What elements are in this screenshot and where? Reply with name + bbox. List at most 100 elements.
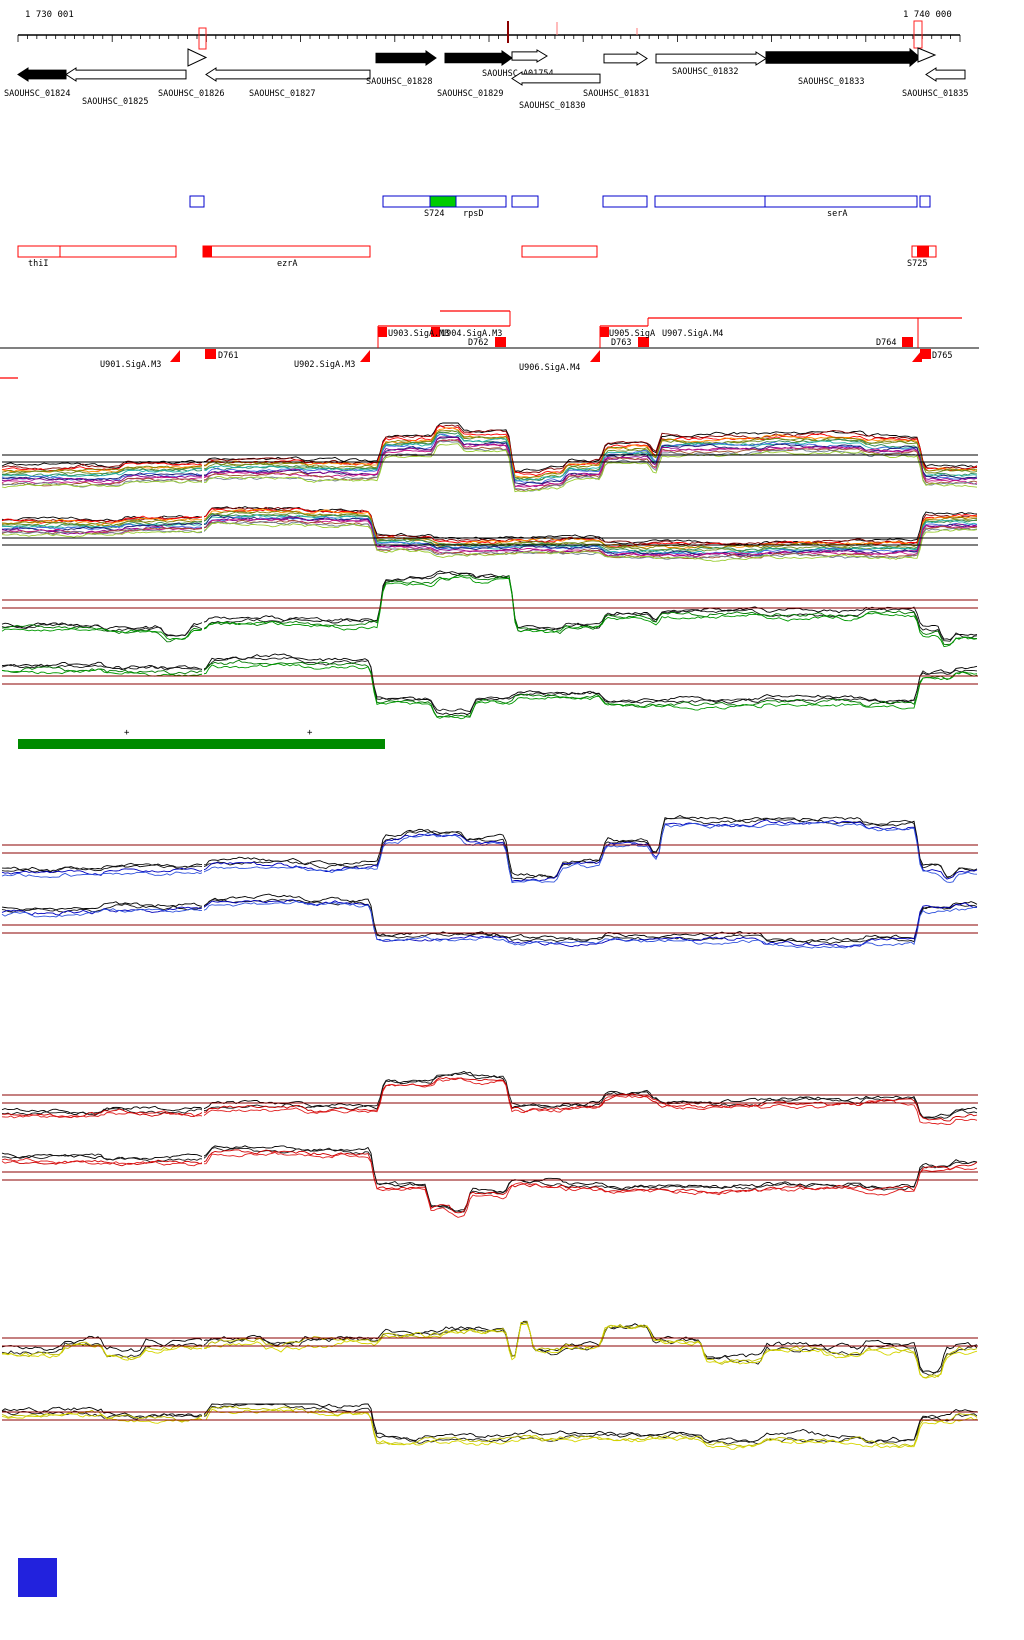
tss-d-label: D763 xyxy=(611,338,631,348)
legend-blue-square xyxy=(18,1558,57,1597)
transcript-box-red[interactable] xyxy=(521,245,598,258)
blue-condition-plus-series xyxy=(1,821,978,884)
transcript-box-blue[interactable] xyxy=(511,195,539,208)
yellow-condition-plus-series xyxy=(2,1323,978,1379)
all-samples-plus-series xyxy=(1,425,978,477)
all-samples-plus-series xyxy=(1,427,978,479)
gene-arrow[interactable] xyxy=(17,67,67,82)
blue-condition-minus-series xyxy=(1,893,978,944)
gene-arrow[interactable] xyxy=(603,51,648,66)
transcript-label: ezrA xyxy=(277,259,297,269)
gene-label: SAOUHSC_01829 xyxy=(437,89,504,99)
red-condition-minus-series xyxy=(1,1147,978,1213)
all-samples-plus-series xyxy=(1,422,978,472)
gene-arrow[interactable] xyxy=(205,67,371,82)
tss-d-label: D762 xyxy=(468,338,488,348)
transcript-box-blue[interactable] xyxy=(455,195,507,208)
red-condition-plus-series xyxy=(1,1072,978,1119)
ruler-end-coordinate: 1 740 000 xyxy=(903,10,952,20)
transcript-box-blue[interactable] xyxy=(189,195,205,208)
tss-u-label: U905.SigA xyxy=(609,329,655,339)
panel-separator xyxy=(202,1316,204,1474)
tss-upstream-mark-icon[interactable] xyxy=(431,327,440,337)
yellow-condition-minus-series xyxy=(1,1405,978,1448)
tss-u-label: U907.SigA.M4 xyxy=(662,329,723,339)
transcript-box-solid xyxy=(917,246,929,257)
tss-d-marker[interactable] xyxy=(205,349,216,359)
gene-arrow[interactable] xyxy=(917,47,937,63)
gene-arrow[interactable] xyxy=(65,67,187,82)
tss-u-label: U906.SigA.M4 xyxy=(519,363,580,373)
green-condition-minus-series xyxy=(1,653,978,716)
transcript-box-red[interactable] xyxy=(17,245,177,258)
gene-label: SAOUHSC_01830 xyxy=(519,101,586,111)
gene-label: SAOUHSC_01831 xyxy=(583,89,650,99)
green-condition-minus-series xyxy=(1,663,978,720)
blue-condition-plus-series xyxy=(1,814,978,879)
transcript-box-red[interactable] xyxy=(202,245,371,258)
all-samples-minus-series xyxy=(1,508,978,550)
gene-arrow[interactable] xyxy=(187,48,208,67)
gene-label: SAOUHSC_01835 xyxy=(902,89,969,99)
tss-d-marker[interactable] xyxy=(638,337,649,347)
green-condition-minus-series xyxy=(1,656,978,713)
blue-condition-minus-series xyxy=(1,898,978,945)
plus-strand-mark: + xyxy=(124,728,130,738)
gene-label: SAOUHSC_01833 xyxy=(798,77,865,87)
blue-condition-plus-series xyxy=(1,817,978,881)
transcript-label: S724 xyxy=(424,209,444,219)
tss-upstream-mark-icon[interactable] xyxy=(378,327,387,337)
gene-arrow[interactable] xyxy=(765,47,921,68)
panel-separator xyxy=(202,806,204,965)
transcript-box-blue[interactable] xyxy=(919,195,931,208)
tss-flag-icon[interactable] xyxy=(590,350,600,362)
gene-arrow[interactable] xyxy=(444,50,513,66)
gene-arrow[interactable] xyxy=(511,49,548,63)
all-samples-minus-series xyxy=(1,519,978,560)
probe-region-bar[interactable] xyxy=(18,739,385,749)
gene-label: SAOUHSC_01824 xyxy=(4,89,71,99)
blue-condition-plus-series xyxy=(1,819,978,882)
red-condition-plus-series xyxy=(1,1071,978,1118)
transcript-label: thiI xyxy=(28,259,48,269)
red-condition-minus-series xyxy=(1,1151,978,1218)
panel-separator xyxy=(202,422,204,565)
tss-flag-icon[interactable] xyxy=(170,350,180,362)
tss-d-marker[interactable] xyxy=(920,349,931,359)
plus-strand-mark: + xyxy=(307,728,313,738)
gene-label: SAOUHSC_01826 xyxy=(158,89,225,99)
all-samples-minus-series xyxy=(1,506,978,545)
all-samples-minus-series xyxy=(1,518,978,557)
gene-arrow[interactable] xyxy=(511,71,601,86)
tss-d-label: D764 xyxy=(876,338,896,348)
panel-separator xyxy=(202,566,204,730)
tss-upstream-mark-icon[interactable] xyxy=(600,327,609,337)
transcript-box-blue[interactable] xyxy=(429,195,457,208)
yellow-condition-minus-series xyxy=(1,1403,977,1444)
tss-d-marker[interactable] xyxy=(902,337,913,347)
yellow-condition-minus-series xyxy=(1,1403,978,1445)
all-samples-plus-series xyxy=(1,433,978,482)
gene-arrow[interactable] xyxy=(925,67,966,82)
gene-label: SAOUHSC_01825 xyxy=(82,97,149,107)
tss-u-label: U902.SigA.M3 xyxy=(294,360,355,370)
red-condition-minus-series xyxy=(1,1145,978,1212)
tss-u-label: U903.SigA.M3 xyxy=(388,329,449,339)
transcript-box-blue[interactable] xyxy=(602,195,648,208)
all-samples-minus-series xyxy=(1,514,978,555)
red-condition-plus-series xyxy=(1,1077,978,1122)
yellow-condition-plus-series xyxy=(1,1321,978,1379)
transcript-box-blue[interactable] xyxy=(382,195,431,208)
green-condition-plus-series xyxy=(1,571,978,642)
tss-d-label: D765 xyxy=(932,351,952,361)
tss-flag-icon[interactable] xyxy=(360,350,370,362)
tss-flag-icon[interactable] xyxy=(912,350,922,362)
gene-arrow[interactable] xyxy=(655,51,767,66)
tss-u-label: U901.SigA.M3 xyxy=(100,360,161,370)
transcript-box-blue[interactable] xyxy=(654,195,918,208)
blue-condition-minus-series xyxy=(1,900,978,949)
gene-arrow[interactable] xyxy=(375,50,437,66)
panel-separator xyxy=(202,1056,204,1220)
tss-d-marker[interactable] xyxy=(495,337,506,347)
